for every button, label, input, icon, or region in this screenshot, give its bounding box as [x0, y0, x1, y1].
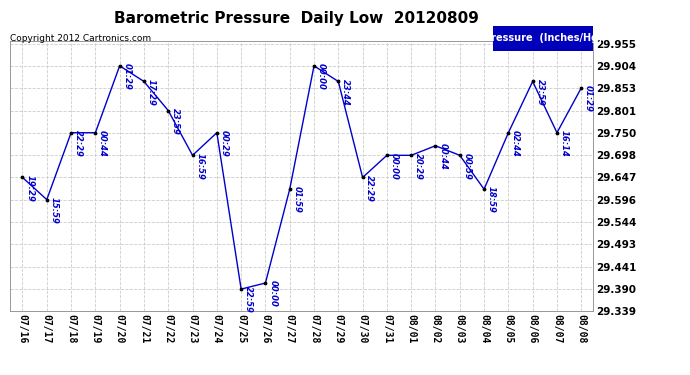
Text: 23:59: 23:59: [171, 108, 180, 135]
Text: 01:29: 01:29: [584, 85, 593, 112]
Text: 00:29: 00:29: [219, 130, 228, 157]
Text: 00:59: 00:59: [462, 153, 471, 179]
Text: Pressure  (Inches/Hg): Pressure (Inches/Hg): [484, 33, 602, 44]
Text: 02:44: 02:44: [511, 130, 520, 157]
Text: 00:00: 00:00: [268, 280, 277, 307]
Text: 17:29: 17:29: [147, 79, 156, 106]
Text: 18:59: 18:59: [487, 186, 496, 213]
Text: 23:44: 23:44: [341, 79, 350, 106]
Text: 00:00: 00:00: [390, 153, 399, 179]
Text: 22:59: 22:59: [244, 286, 253, 313]
Text: 20:29: 20:29: [414, 153, 423, 179]
Text: 01:59: 01:59: [293, 186, 302, 213]
Text: Barometric Pressure  Daily Low  20120809: Barometric Pressure Daily Low 20120809: [115, 11, 479, 26]
Text: 00:44: 00:44: [98, 130, 107, 157]
Text: 23:59: 23:59: [535, 79, 544, 106]
Text: 16:14: 16:14: [560, 130, 569, 157]
Text: 01:29: 01:29: [122, 63, 132, 90]
Text: 22:29: 22:29: [74, 130, 83, 157]
Text: 00:00: 00:00: [317, 63, 326, 90]
Text: 15:59: 15:59: [50, 197, 59, 224]
Text: 00:44: 00:44: [438, 143, 447, 170]
Text: 16:59: 16:59: [195, 153, 204, 179]
Text: 22:29: 22:29: [366, 175, 375, 202]
Text: 19:29: 19:29: [26, 175, 34, 202]
Text: Copyright 2012 Cartronics.com: Copyright 2012 Cartronics.com: [10, 34, 152, 43]
